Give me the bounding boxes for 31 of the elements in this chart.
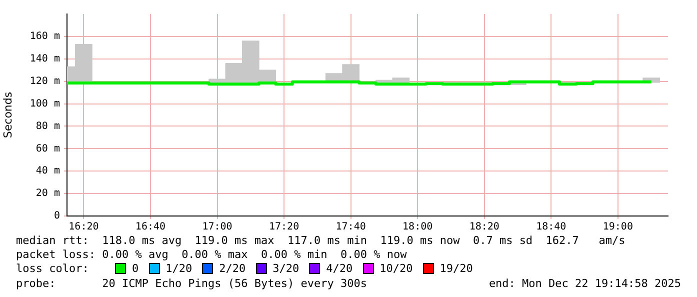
- x-tick-label: 16:40: [135, 222, 166, 233]
- y-tick-label: 140 m: [30, 53, 60, 64]
- y-tick-label: 100 m: [30, 98, 60, 110]
- x-tick-label: 18:20: [469, 222, 500, 233]
- text: median rtt: 118.0 ms avg 119.0 ms max 117.0 ms min 119.0 ms now 0.7 ms sd 162.7 am/s: [16, 234, 626, 247]
- legend-label: 10/20: [380, 262, 413, 275]
- legend-label: 2/20: [219, 262, 246, 275]
- text: probe: 20 ICMP Echo Pings (56 Bytes) every 300s: [16, 277, 367, 290]
- y-tick-label: 60 m: [36, 143, 60, 154]
- legend-title: loss color:: [16, 262, 90, 275]
- y-tick-label: 80 m: [36, 120, 60, 132]
- y-tick-label: 160 m: [30, 31, 60, 42]
- x-tick-label: 18:40: [536, 222, 566, 233]
- x-tick-label: 18:00: [402, 222, 433, 233]
- x-tick-label: 17:20: [268, 222, 300, 233]
- x-tick-label: 19:00: [602, 222, 633, 233]
- y-tick-label: 40 m: [36, 166, 60, 177]
- y-tick-label: 120 m: [30, 76, 60, 87]
- x-tick-label: 17:00: [202, 222, 232, 233]
- legend-label: 4/20: [326, 262, 353, 275]
- legend-label: 19/20: [440, 262, 473, 275]
- y-tick-label: 0: [54, 210, 60, 222]
- legend-label: 0: [132, 262, 139, 275]
- text: end: Mon Dec 22 19:14:58 2025: [488, 277, 681, 290]
- y-tick-label: 20 m: [36, 188, 60, 200]
- legend-label: 1/20: [166, 262, 192, 275]
- x-tick-label: 16:20: [68, 222, 99, 233]
- legend-label: 3/20: [272, 262, 300, 275]
- x-tick-label: 17:40: [336, 222, 366, 233]
- y-axis-title: Seconds: [1, 92, 14, 138]
- text: packet loss: 0.00 % avg 0.00 % max 0.00 % min 0.00 % now: [16, 248, 407, 261]
